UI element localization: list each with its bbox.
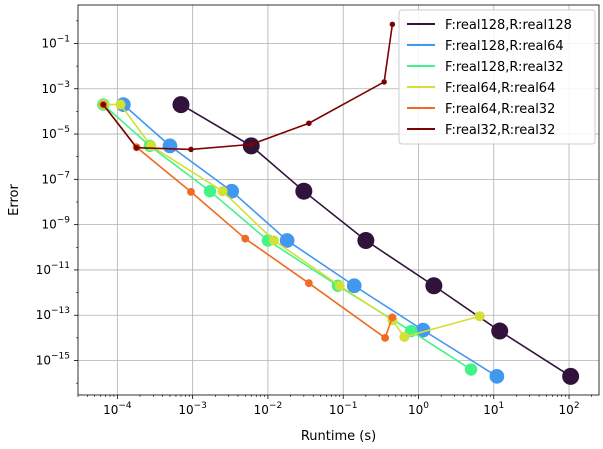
data-point [115, 99, 126, 110]
data-point [399, 331, 410, 342]
y-tick-label: 10−1 [41, 34, 70, 50]
data-point [133, 144, 140, 151]
x-tick-label: 102 [559, 401, 580, 417]
data-point [489, 368, 505, 384]
data-point [203, 184, 217, 198]
data-point [381, 79, 387, 85]
legend-label: F:real64,R:real64 [445, 81, 555, 96]
x-tick-label: 10−1 [329, 401, 358, 417]
legend-box [398, 9, 596, 145]
data-point [217, 186, 228, 197]
y-tick-label: 10−5 [41, 125, 70, 141]
x-tick-label: 100 [408, 401, 429, 417]
legend-label: F:real128,R:real64 [445, 39, 564, 54]
data-point [306, 120, 312, 127]
y-axis-title: Error [7, 184, 22, 216]
y-tick-label: 10−11 [36, 261, 70, 277]
data-point [388, 313, 397, 322]
data-point [241, 234, 250, 243]
data-point [224, 183, 240, 199]
legend-label: F:real64,R:real32 [445, 102, 555, 117]
series-6 [100, 21, 396, 153]
data-point [381, 333, 389, 342]
x-tick-label: 101 [483, 401, 504, 417]
data-point [279, 233, 295, 248]
series-2 [115, 97, 505, 384]
data-point [100, 101, 107, 108]
data-point [346, 278, 362, 294]
y-tick-label: 10−9 [41, 216, 70, 232]
x-axis: 10−4 10−3 10−2 10−1 100 101 102 [77, 395, 593, 417]
x-tick-label: 10−2 [254, 401, 283, 417]
data-point [188, 146, 194, 153]
data-point [172, 96, 190, 114]
data-point [295, 182, 313, 200]
data-point [145, 140, 157, 151]
y-tick-label: 10−15 [36, 352, 70, 368]
series-layer [97, 21, 580, 385]
x-tick-label: 10−4 [103, 401, 132, 417]
plot-frame [77, 4, 600, 396]
data-point [268, 235, 279, 246]
data-point [162, 138, 178, 154]
x-tick-label: 10−3 [178, 401, 207, 417]
data-point [415, 322, 431, 338]
grid [78, 5, 599, 395]
data-point [474, 311, 485, 322]
legend-label: F:real128,R:real128 [445, 18, 572, 33]
data-point [334, 280, 345, 291]
data-point [425, 277, 443, 295]
y-tick-label: 10−13 [36, 306, 70, 322]
legend-label: F:real32,R:real32 [445, 123, 555, 138]
data-point [464, 363, 478, 376]
data-point [248, 141, 254, 148]
y-tick-label: 10−7 [41, 170, 70, 186]
data-point [389, 21, 396, 28]
data-point [187, 187, 195, 196]
data-point [304, 279, 313, 288]
data-point [357, 231, 375, 249]
legend: F:real128,R:real128 F:real128,R:real64 F:r… [398, 9, 596, 145]
data-point [491, 322, 509, 340]
x-axis-title: Runtime (s) [301, 429, 376, 444]
y-axis: 10−15 10−13 10−11 10−9 10−7 10−5 10−3 10−1 [36, 20, 78, 384]
y-tick-label: 10−3 [41, 80, 70, 96]
data-point [562, 367, 580, 385]
legend-label: F:real128,R:real32 [445, 60, 564, 75]
